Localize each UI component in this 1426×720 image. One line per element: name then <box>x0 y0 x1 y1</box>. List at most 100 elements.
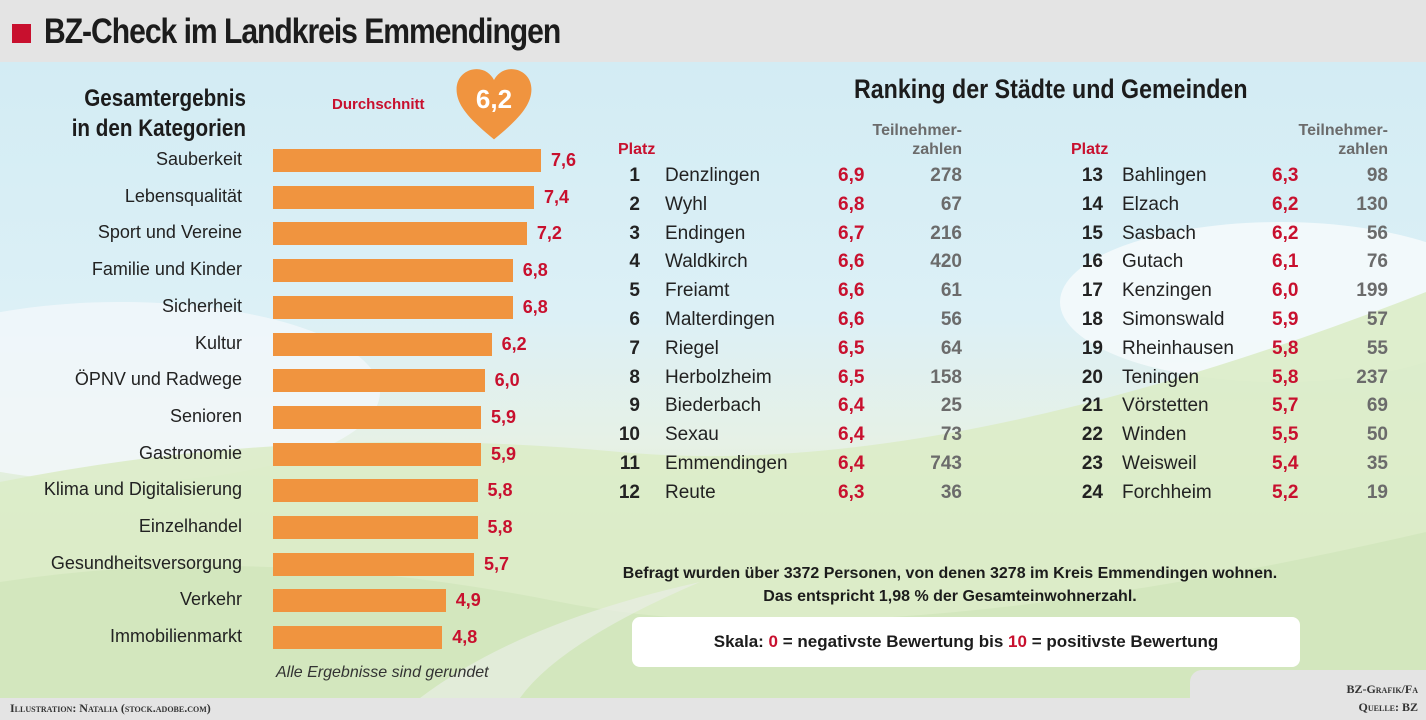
municipality-score: 6,9 <box>838 165 865 186</box>
footer: Illustration: Natalia (stock.adobe.com) <box>0 698 1426 720</box>
category-bar <box>273 185 534 209</box>
rank-number: 20 <box>1081 366 1103 388</box>
rank-number: 8 <box>629 366 640 388</box>
participant-count: 67 <box>940 193 962 215</box>
rounding-note: Alle Ergebnisse sind gerundet <box>276 664 489 681</box>
municipality-name: Simonswald <box>1122 309 1225 330</box>
category-bar <box>273 332 492 356</box>
participant-count: 158 <box>930 366 962 388</box>
municipality-name: Freiamt <box>665 280 730 302</box>
landscape-background <box>0 62 1426 698</box>
scale-prefix: Skala: <box>713 632 769 651</box>
municipality-name: Sexau <box>665 424 719 446</box>
participants-header-left: Teilnehmer- zahlen <box>822 121 963 159</box>
municipality-score: 6,8 <box>838 193 865 215</box>
participant-count: 76 <box>1366 251 1388 273</box>
rank-number: 18 <box>1081 309 1103 330</box>
category-bar <box>273 479 478 503</box>
rank-number: 16 <box>1081 251 1103 273</box>
municipality-score: 6,6 <box>838 251 865 273</box>
municipality-name: Emmendingen <box>665 453 788 474</box>
participant-count: 25 <box>940 395 962 417</box>
participants-header-line1: Teilnehmer- <box>872 122 963 139</box>
category-value-label: 5,8 <box>487 480 513 501</box>
municipality-name: Vörstetten <box>1122 395 1209 417</box>
category-label: Sicherheit <box>161 295 242 316</box>
municipality-name: Winden <box>1122 424 1187 446</box>
rank-number: 21 <box>1081 395 1103 417</box>
municipality-name: Bahlingen <box>1122 165 1207 186</box>
participant-count: 36 <box>940 481 962 503</box>
municipality-score: 6,4 <box>838 453 865 474</box>
scale-min: 0 <box>768 632 779 651</box>
category-bar <box>273 626 443 650</box>
municipality-name: Forchheim <box>1122 481 1212 503</box>
municipality-name: Wyhl <box>665 193 708 215</box>
municipality-score: 5,8 <box>1272 337 1299 359</box>
platz-header-right: Platz <box>1071 141 1109 158</box>
category-label: ÖPNV und Radwege <box>74 369 242 390</box>
participant-count: 55 <box>1366 337 1388 359</box>
category-bar <box>273 295 513 319</box>
scale-legend: Skala: 0 = negativste Bewertung bis 10 =… <box>632 617 1300 667</box>
category-value-label: 6,2 <box>501 333 527 354</box>
category-bar <box>273 516 478 539</box>
municipality-score: 6,4 <box>838 395 865 417</box>
heart-icon <box>456 69 532 140</box>
category-label: Sport und Vereine <box>97 222 242 243</box>
category-value-label: 7,2 <box>536 223 562 244</box>
participant-count: 216 <box>930 222 962 244</box>
category-label: Klima und Digitalisierung <box>43 479 242 500</box>
municipality-name: Reute <box>665 481 716 503</box>
platz-header-left: Platz <box>618 141 656 158</box>
rank-number: 17 <box>1081 280 1103 302</box>
municipality-name: Waldkirch <box>665 251 748 273</box>
participant-count: 743 <box>930 453 962 474</box>
participants-header-line2: zahlen <box>1338 141 1388 158</box>
survey-info-line2: Das entspricht 1,98 % der Gesamteinwohne… <box>763 588 1137 605</box>
category-label: Verkehr <box>179 589 242 610</box>
rank-number: 10 <box>618 424 640 446</box>
rank-number: 3 <box>629 222 640 244</box>
participant-count: 420 <box>930 251 962 273</box>
scale-max-text: = positivste Bewertung <box>1026 632 1219 651</box>
survey-info-line1: Befragt wurden über 3372 Personen, von d… <box>622 565 1278 582</box>
page-title: BZ-Check im Landkreis Emmendingen <box>44 12 561 51</box>
category-label: Familie und Kinder <box>91 259 242 280</box>
municipality-score: 5,2 <box>1272 481 1299 503</box>
rank-number: 22 <box>1081 424 1103 446</box>
municipality-score: 6,2 <box>1272 222 1299 244</box>
survey-info: Befragt wurden über 3372 Personen, von d… <box>560 562 1340 608</box>
category-label: Gesundheitsversorgung <box>50 552 242 573</box>
rank-number: 23 <box>1081 453 1103 474</box>
category-value-label: 5,7 <box>484 553 510 574</box>
category-bar <box>273 149 541 172</box>
category-bar <box>273 442 482 466</box>
category-label: Sauberkeit <box>155 149 242 169</box>
participant-count: 278 <box>930 165 962 186</box>
scale-max: 10 <box>1008 632 1027 651</box>
participant-count: 199 <box>1356 280 1388 302</box>
category-value-label: 4,8 <box>452 627 478 648</box>
rank-number: 13 <box>1081 165 1103 186</box>
ranking-title: Ranking der Städte und Gemeinden <box>854 74 1248 104</box>
category-value-label: 6,8 <box>522 296 548 317</box>
participants-header-line2: zahlen <box>912 141 962 158</box>
source-label: Quelle: BZ <box>1358 700 1418 714</box>
municipality-name: Rheinhausen <box>1122 337 1234 359</box>
participant-count: 61 <box>940 280 962 302</box>
title-marker-icon <box>12 24 31 43</box>
illustration-credit: Illustration: Natalia (stock.adobe.com) <box>10 701 211 715</box>
category-label: Einzelhandel <box>138 516 242 536</box>
category-chart-title-line1: Gesamtergebnis <box>84 85 246 112</box>
participant-count: 56 <box>1366 222 1388 244</box>
category-chart-title-line2: in den Kategorien <box>71 115 246 142</box>
category-label: Senioren <box>169 405 242 426</box>
participant-count: 237 <box>1356 366 1388 388</box>
municipality-score: 6,4 <box>838 424 865 446</box>
municipality-name: Biederbach <box>665 395 762 417</box>
average-label: Durchschnitt <box>332 96 425 113</box>
municipality-score: 6,5 <box>838 337 865 359</box>
participant-count: 64 <box>940 337 962 359</box>
municipality-score: 6,0 <box>1272 280 1299 302</box>
